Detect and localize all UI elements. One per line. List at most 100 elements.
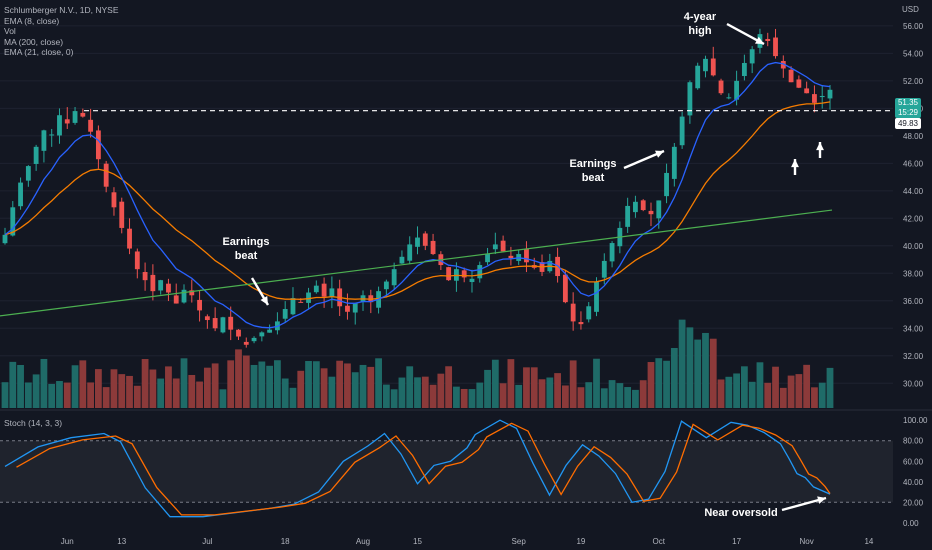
x-tick-label: 19 — [576, 537, 585, 546]
volume-bar — [328, 376, 336, 408]
candle-body — [812, 94, 817, 103]
candle-body — [243, 341, 249, 345]
candle-body — [204, 316, 210, 321]
arrow-high-head — [755, 36, 764, 44]
candle-body — [391, 269, 397, 286]
volume-bar — [149, 369, 157, 408]
volume-bar — [203, 367, 211, 408]
x-tick-label: 13 — [117, 537, 126, 546]
legend-ema21: EMA (21, close, 0) — [4, 47, 74, 57]
volume-bar — [79, 360, 87, 408]
candle-body — [524, 248, 529, 263]
candle-body — [819, 95, 825, 98]
candle-body — [220, 317, 226, 333]
candle-body — [609, 243, 615, 262]
volume-bar — [600, 388, 608, 408]
volume-bar — [593, 358, 600, 408]
volume-bar — [484, 369, 491, 408]
candle-body — [49, 134, 55, 136]
volume-bar — [305, 361, 312, 408]
candle-body — [298, 301, 304, 303]
volume-bar — [445, 366, 453, 408]
candle-body — [687, 82, 693, 116]
volume-bar — [336, 360, 344, 408]
volume-bar — [740, 366, 748, 408]
volume-bar — [818, 382, 826, 408]
stoch-tick-label: 80.00 — [903, 437, 924, 446]
candle-body — [197, 299, 202, 311]
y-tick-label: 36.00 — [903, 297, 924, 306]
candle-body — [282, 309, 288, 319]
candle-body — [710, 58, 716, 76]
annotation-high: high — [688, 25, 711, 37]
candle-body — [407, 244, 413, 261]
volume-bar — [95, 369, 102, 408]
volume-bar — [530, 367, 538, 408]
candle-body — [18, 182, 23, 207]
y-tick-label: 56.00 — [903, 22, 924, 31]
candle-body — [57, 115, 62, 136]
stochastic-panel[interactable] — [0, 419, 893, 518]
volume-bar — [561, 385, 569, 408]
candle-body — [430, 240, 436, 255]
volume-bar — [670, 347, 678, 408]
volume-bar — [219, 389, 227, 408]
stoch-tick-label: 60.00 — [903, 457, 924, 466]
y-tick-label: 52.00 — [903, 77, 924, 86]
volume-bar — [157, 378, 165, 408]
volume-bar — [180, 358, 188, 408]
volume-bar — [453, 386, 460, 408]
volume-bar — [826, 367, 834, 408]
annotation-beat-jul: beat — [235, 250, 258, 262]
candle-body — [267, 329, 273, 333]
candle-body — [212, 318, 218, 329]
stoch-k-line — [4, 419, 831, 518]
volume-bar — [351, 372, 359, 408]
volume-bar — [382, 384, 390, 408]
volume-bar — [344, 363, 351, 408]
volume-bar — [414, 377, 421, 408]
candle-body — [594, 281, 599, 312]
volume-bar — [554, 373, 561, 408]
legend-symbol: Schlumberger N.V., 1D, NYSE — [4, 5, 119, 15]
volume-bar — [24, 382, 32, 408]
volume-bar — [172, 378, 180, 408]
candle-body — [127, 228, 132, 249]
candle-body — [25, 166, 31, 181]
volume-bar — [702, 332, 709, 408]
legend-ma200: MA (200, close) — [4, 36, 64, 47]
volume-bar — [102, 387, 110, 408]
annotation-earnings-oct: Earnings — [569, 158, 616, 170]
candle-body — [111, 192, 117, 208]
volume-bar — [725, 376, 733, 408]
volume-bar — [663, 360, 670, 408]
y-tick-label: 32.00 — [903, 352, 924, 361]
volume-bar — [507, 359, 515, 408]
volume-bar — [297, 370, 305, 408]
candle-body — [586, 306, 592, 320]
candle-body — [664, 172, 669, 197]
candle-body — [64, 119, 70, 124]
y-tick-label: 44.00 — [903, 187, 924, 196]
volume-bar — [437, 373, 445, 408]
volume-bar — [63, 382, 71, 408]
volume-bar — [390, 389, 398, 408]
legend-vol: Vol — [4, 26, 16, 36]
candle-body — [796, 79, 802, 88]
volume-bar — [764, 382, 772, 408]
candle-body — [259, 332, 265, 337]
volume-bar — [694, 339, 702, 408]
volume-bar — [686, 327, 694, 408]
volume-bar — [118, 374, 126, 408]
candle-body — [734, 80, 740, 100]
volume-bar — [811, 387, 818, 408]
annotation-earnings-jul: Earnings — [222, 236, 269, 248]
volume-bar — [515, 384, 523, 408]
volume-bar — [756, 362, 764, 408]
candle-body — [142, 272, 148, 281]
annotation-near-oversold: Near oversold — [704, 507, 777, 519]
volume-bar — [616, 383, 624, 408]
chart-legend: Schlumberger N.V., 1D, NYSE EMA (8, clos… — [4, 5, 118, 58]
volume-bar — [709, 338, 717, 408]
